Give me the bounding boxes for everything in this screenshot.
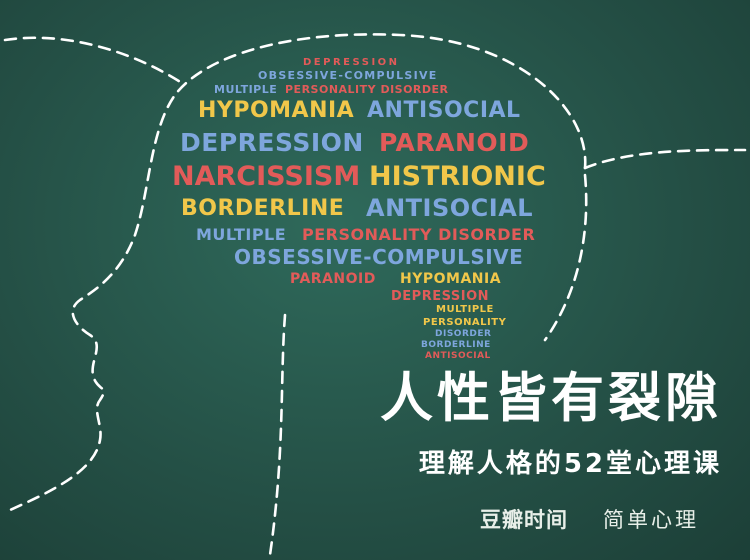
word-histrionic: HISTRIONIC <box>369 161 546 192</box>
word-antisocial-1: ANTISOCIAL <box>367 98 521 123</box>
word-depression-1: DEPRESSION <box>303 57 400 68</box>
word-narcissism: NARCISSISM <box>172 161 361 192</box>
word-paranoid-1: PARANOID <box>379 128 530 157</box>
word-multiple-1: MULTIPLE <box>214 83 278 96</box>
word-obsessive-compulsive-2: OBSESSIVE-COMPULSIVE <box>234 245 524 269</box>
word-antisocial-3: ANTISOCIAL <box>425 351 491 361</box>
subtitle: 理解人格的52堂心理课 <box>418 449 722 479</box>
word-antisocial-2: ANTISOCIAL <box>366 194 534 222</box>
main-title: 人性皆有裂隙 <box>380 368 722 429</box>
word-depression-3: DEPRESSION <box>391 289 489 304</box>
word-depression-2: DEPRESSION <box>180 128 364 157</box>
word-paranoid-2: PARANOID <box>290 271 376 287</box>
word-hypomania-1: HYPOMANIA <box>198 98 355 123</box>
word-hypomania-2: HYPOMANIA <box>400 271 502 287</box>
word-personality: PERSONALITY <box>423 317 507 328</box>
word-borderline-2: BORDERLINE <box>421 340 491 350</box>
word-multiple-2: MULTIPLE <box>196 225 287 244</box>
word-disorder: DISORDER <box>435 329 492 339</box>
word-obsessive-compulsive-1: OBSESSIVE-COMPULSIVE <box>258 69 438 82</box>
brand-jiandan-xinli-logo: 简单心理 <box>603 508 699 532</box>
word-multiple-3: MULTIPLE <box>436 304 494 315</box>
word-borderline-1: BORDERLINE <box>181 196 345 221</box>
word-personality-disorder-1: PERSONALITY DISORDER <box>285 83 449 96</box>
word-personality-disorder-2: PERSONALITY DISORDER <box>302 225 536 244</box>
brand-douban-time-logo: 豆瓣时间 <box>480 508 568 532</box>
